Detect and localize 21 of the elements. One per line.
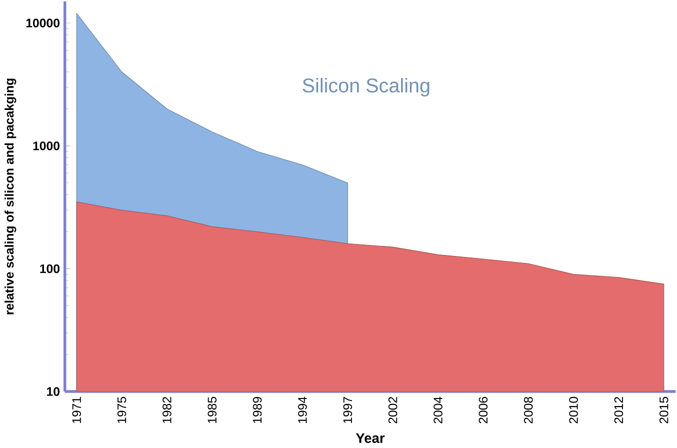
y-tick-label: 100 [40,264,60,274]
y-tick-label: 10000 [26,18,60,28]
x-tick-label: 1971 [72,397,82,424]
x-tick-label: 1994 [298,397,307,424]
x-tick-label: 2002 [388,397,398,424]
y-axis-title: relative scaling of silicon and pacakging [4,78,16,314]
x-tick-label: 2006 [478,397,488,424]
x-tick-label: 1985 [208,397,217,424]
y-tick-label: 10 [47,387,60,396]
x-axis-title: Year [356,434,385,444]
x-tick-label: 2015 [659,397,668,424]
y-tick-label: 1000 [33,142,60,150]
x-tick-label: 2004 [434,397,442,424]
text: Silicon Scaling [302,78,430,97]
x-tick-label: 2008 [524,397,533,424]
x-tick-label: 1975 [117,397,126,424]
x-tick-label: 1989 [252,397,262,424]
x-tick-label: 1982 [162,397,172,424]
x-tick-label: 2010 [569,397,578,424]
x-tick-label: 2012 [614,397,624,424]
x-tick-label: 1997 [343,397,352,424]
